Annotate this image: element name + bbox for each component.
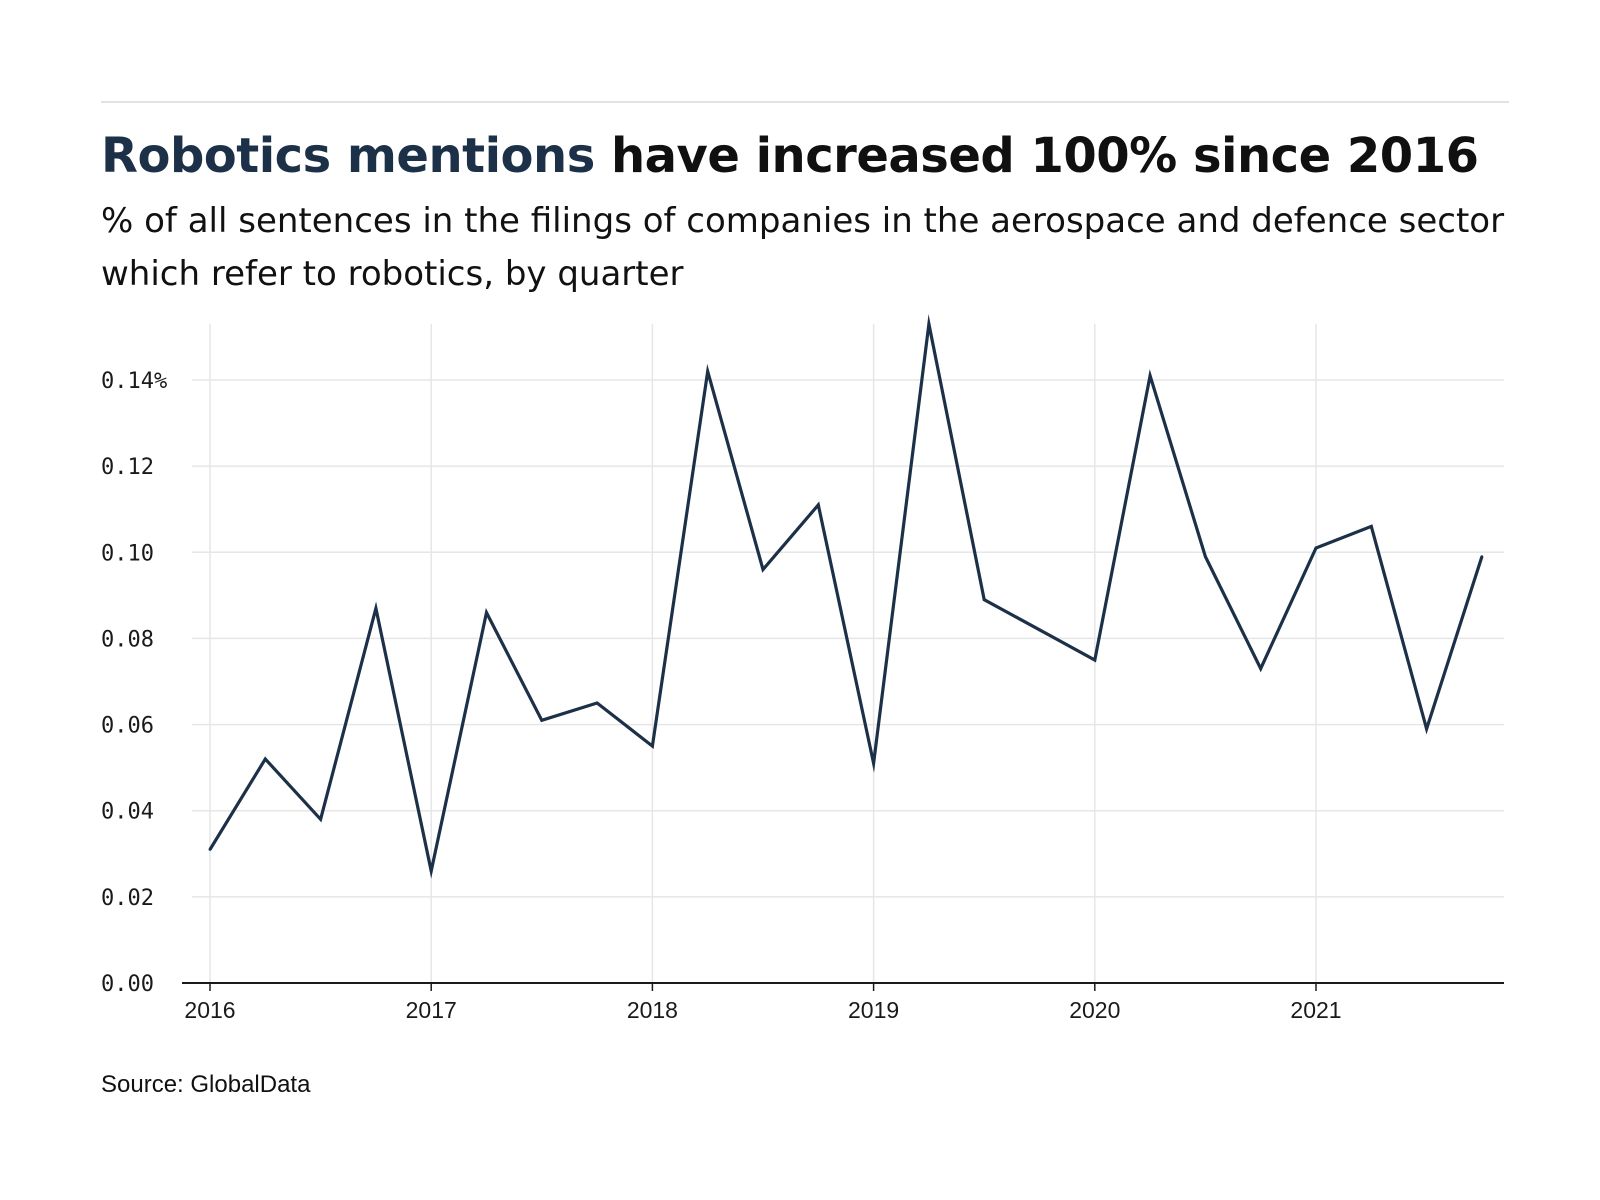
y-tick-label: 0.00 <box>101 972 154 997</box>
x-tick-label: 2017 <box>406 997 457 1023</box>
data-point-2016-Q4 <box>374 606 378 610</box>
y-tick-label: 0.14% <box>101 369 167 394</box>
y-axis-tick-labels: 0.00 0.02 0.04 0.06 0.08 0.10 0.12 0.14% <box>101 369 167 997</box>
x-tick-label: 2016 <box>184 997 235 1023</box>
data-point-2017-Q1 <box>429 869 433 873</box>
data-point-2017-Q4 <box>595 701 599 705</box>
data-point-2021-Q4 <box>1480 555 1484 558</box>
data-point-2016-Q3 <box>319 817 322 821</box>
top-divider <box>101 101 1509 103</box>
data-point-2018-Q2 <box>706 370 710 373</box>
y-tick-label: 0.02 <box>101 886 154 911</box>
data-point-2019-Q3 <box>982 598 986 602</box>
x-tick-label: 2021 <box>1290 997 1341 1023</box>
y-tick-label: 0.06 <box>101 714 154 739</box>
y-tick-label: 0.04 <box>101 800 154 825</box>
data-point-2018-Q4 <box>816 503 820 507</box>
title-highlight: Robotics mentions <box>101 128 595 184</box>
chart-title: Robotics mentions have increased 100% si… <box>101 124 1479 188</box>
data-point-2017-Q3 <box>540 718 544 722</box>
data-point-2019-Q2 <box>927 322 931 326</box>
series-group <box>208 314 1484 879</box>
data-point-2016-Q1 <box>208 848 212 851</box>
data-point-2021-Q2 <box>1369 525 1373 528</box>
vertical-gridlines <box>209 324 1317 983</box>
data-point-2018-Q3 <box>761 568 765 571</box>
source-note: Source: GlobalData <box>101 1071 311 1098</box>
series-line <box>208 314 1484 879</box>
data-point-2020-Q3 <box>1204 555 1207 558</box>
data-point-2019-Q1 <box>872 761 875 765</box>
data-point-2021-Q1 <box>1314 546 1318 550</box>
x-tick-label: 2018 <box>627 997 678 1023</box>
x-tick-label: 2019 <box>848 997 899 1023</box>
data-point-2016-Q2 <box>263 757 267 761</box>
data-point-2019-Q4 <box>1038 628 1041 632</box>
x-tick-label: 2020 <box>1069 997 1120 1023</box>
x-axis <box>182 982 1504 991</box>
data-point-2020-Q2 <box>1148 374 1152 378</box>
data-point-2020-Q1 <box>1093 658 1097 662</box>
chart-subtitle: % of all sentences in the filings of com… <box>101 201 1505 294</box>
y-tick-label: 0.10 <box>101 541 154 566</box>
title-rest: have increased 100% since 2016 <box>594 128 1479 184</box>
data-point-2021-Q3 <box>1425 727 1428 731</box>
data-point-2018-Q1 <box>651 744 654 748</box>
x-axis-tick-labels: 2016 2017 2018 2019 2020 2021 <box>184 997 1341 1023</box>
data-point-2020-Q4 <box>1259 667 1263 670</box>
data-point-2017-Q2 <box>485 611 488 614</box>
y-tick-label: 0.08 <box>101 627 154 652</box>
y-tick-label: 0.12 <box>101 455 154 480</box>
